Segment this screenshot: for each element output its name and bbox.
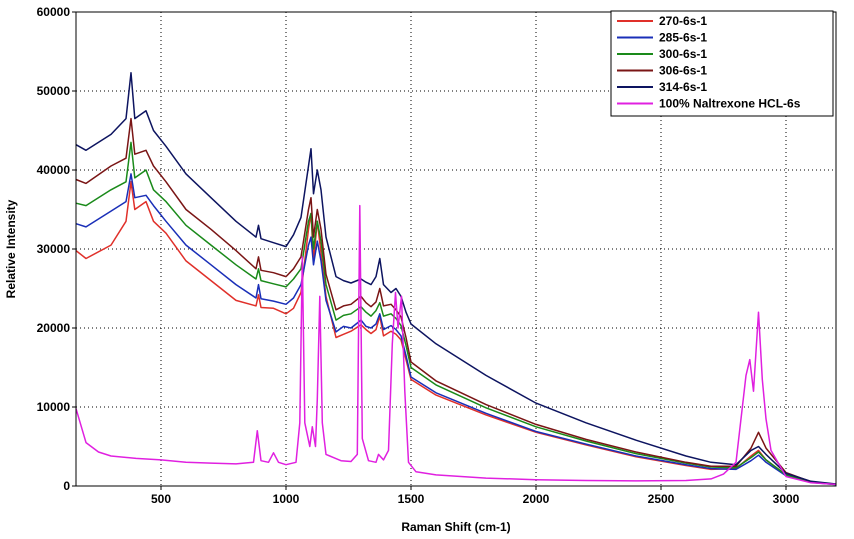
x-tick-label: 2500 [648, 492, 675, 506]
legend-label: 306-6s-1 [659, 64, 707, 78]
legend-label: 285-6s-1 [659, 31, 707, 45]
x-tick-label: 500 [151, 492, 171, 506]
x-axis-title: Raman Shift (cm-1) [401, 520, 510, 534]
y-tick-label: 30000 [37, 242, 71, 256]
grid-lines [76, 12, 836, 486]
series-lines [75, 72, 837, 486]
legend-label: 314-6s-1 [659, 80, 707, 94]
y-tick-label: 50000 [37, 84, 71, 98]
series-line-4 [75, 117, 837, 486]
series-line-5 [75, 72, 837, 485]
legend: 270-6s-1 285-6s-1 300-6s-1 306-6s-1 314-6s-1… [610, 10, 834, 117]
series-line-6 [75, 204, 837, 486]
x-tick-label: 2000 [523, 492, 550, 506]
y-axis-title: Relative Intensity [4, 199, 18, 298]
legend-label: 100% Naltrexone HCL-6s [659, 97, 801, 111]
y-tick-label: 20000 [37, 321, 71, 335]
axis-ticks: 0 10000 20000 30000 40000 50000 60000 500 1000 15… [37, 5, 800, 506]
y-tick-label: 60000 [37, 5, 71, 19]
legend-label: 270-6s-1 [659, 14, 707, 28]
legend-box [610, 10, 834, 117]
y-tick-label: 0 [63, 479, 70, 493]
x-tick-label: 1000 [273, 492, 300, 506]
series-line-3 [75, 141, 837, 486]
series-line-2 [75, 173, 837, 486]
y-tick-label: 40000 [37, 163, 71, 177]
x-tick-label: 3000 [773, 492, 800, 506]
legend-label: 300-6s-1 [659, 47, 707, 61]
x-tick-label: 1500 [398, 492, 425, 506]
series-line-1 [75, 181, 837, 486]
y-tick-label: 10000 [37, 400, 71, 414]
